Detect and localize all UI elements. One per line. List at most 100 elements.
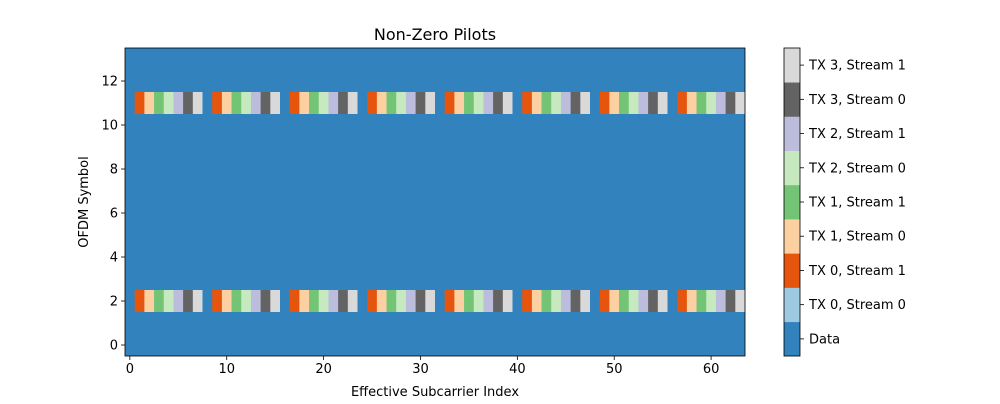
heatmap-cell: [638, 290, 649, 312]
heatmap-cell: [696, 290, 707, 312]
x-tick-label: 0: [126, 362, 134, 377]
y-tick-label: 4: [110, 251, 118, 266]
heatmap-cell: [522, 92, 533, 114]
heatmap-cell: [619, 92, 630, 114]
heatmap-cell: [212, 92, 223, 114]
heatmap-cell: [677, 290, 688, 312]
y-axis-label: OFDM Symbol: [77, 156, 92, 248]
heatmap-cell: [512, 290, 523, 312]
heatmap-cell: [309, 92, 320, 114]
heatmap-cell: [221, 92, 232, 114]
x-axis: 0 10 20 30 40 50 60: [126, 356, 720, 377]
heatmap-cell: [280, 92, 290, 114]
heatmap-cell: [260, 92, 271, 114]
colorbar-tick-label: Data: [809, 332, 840, 347]
heatmap-cell: [425, 92, 436, 114]
heatmap-cell: [192, 92, 203, 114]
colorbar-tick-label: TX 2, Stream 1: [808, 127, 906, 142]
heatmap-cell: [599, 92, 610, 114]
plot-frame: [124, 47, 746, 357]
heatmap-cell: [376, 290, 387, 312]
heatmap-cell: [154, 290, 165, 312]
heatmap-cell: [318, 92, 329, 114]
heatmap-cell: [202, 92, 213, 114]
heatmap-cell: [405, 290, 416, 312]
heatmap-cell: [619, 290, 630, 312]
heatmap-cells: [125, 48, 746, 356]
heatmap-cell: [163, 92, 174, 114]
heatmap-cell: [638, 92, 649, 114]
colorbar-tick-label: TX 1, Stream 1: [808, 196, 906, 211]
heatmap-cell: [183, 290, 194, 312]
heatmap-cell: [502, 290, 513, 312]
heatmap-cell: [144, 290, 155, 312]
heatmap-cell: [444, 290, 455, 312]
heatmap-cell: [541, 92, 552, 114]
heatmap-cell: [560, 92, 571, 114]
heatmap-cell: [531, 290, 542, 312]
heatmap-cell: [628, 92, 639, 114]
heatmap-cell: [183, 92, 194, 114]
heatmap-cell: [609, 290, 620, 312]
heatmap-cell: [338, 290, 349, 312]
heatmap-cell: [648, 290, 659, 312]
heatmap-cell: [231, 92, 242, 114]
heatmap-cell: [570, 92, 581, 114]
colorbar-tick-label: TX 2, Stream 0: [808, 161, 906, 176]
heatmap-cell: [590, 290, 600, 312]
y-tick-label: 2: [110, 295, 118, 310]
heatmap-cell: [502, 92, 513, 114]
x-tick-label: 60: [703, 362, 720, 377]
heatmap-cell: [454, 290, 465, 312]
heatmap-cell: [357, 290, 368, 312]
heatmap-cell: [464, 290, 475, 312]
heatmap-cell: [134, 92, 145, 114]
colorbar-swatch: [784, 321, 800, 357]
heatmap-cell: [250, 290, 261, 312]
y-tick-label: 6: [110, 207, 118, 222]
x-tick-label: 50: [606, 362, 623, 377]
heatmap-cell: [289, 92, 300, 114]
heatmap-cell: [435, 290, 445, 312]
heatmap-cell: [444, 92, 455, 114]
heatmap-cell: [425, 290, 436, 312]
x-tick-label: 40: [509, 362, 526, 377]
heatmap-cell: [570, 290, 581, 312]
heatmap-cell: [125, 290, 135, 312]
heatmap-cell: [338, 92, 349, 114]
colorbar-swatch: [784, 116, 800, 151]
heatmap-cell: [590, 92, 600, 114]
heatmap-cell: [173, 92, 184, 114]
heatmap-cell: [221, 290, 232, 312]
heatmap-cell: [396, 290, 407, 312]
colorbar-swatch: [784, 219, 800, 254]
colorbar-tick-label: TX 0, Stream 0: [808, 298, 906, 313]
y-tick-label: 10: [101, 119, 118, 134]
heatmap-cell: [657, 290, 668, 312]
heatmap-cell: [580, 92, 591, 114]
colorbar-tick-label: TX 3, Stream 0: [808, 93, 906, 108]
heatmap-cell: [231, 290, 242, 312]
heatmap-cell: [415, 290, 426, 312]
x-tick-label: 30: [412, 362, 429, 377]
heatmap-cell: [367, 92, 378, 114]
x-axis-label: Effective Subcarrier Index: [351, 385, 519, 400]
heatmap-cell: [386, 290, 397, 312]
heatmap-cell: [250, 92, 261, 114]
colorbar-swatch: [784, 48, 800, 83]
heatmap-cell: [280, 290, 290, 312]
heatmap-cell: [522, 290, 533, 312]
heatmap-cell: [686, 92, 697, 114]
heatmap-cell: [260, 290, 271, 312]
heatmap-cell: [357, 92, 368, 114]
heatmap-cell: [405, 92, 416, 114]
heatmap-cell: [599, 290, 610, 312]
heatmap-cell: [609, 92, 620, 114]
heatmap-cell: [473, 92, 484, 114]
heatmap-cell: [328, 92, 339, 114]
heatmap-cell: [328, 290, 339, 312]
heatmap-cell: [270, 92, 281, 114]
heatmap-cell: [376, 92, 387, 114]
y-tick-label: 8: [110, 163, 118, 178]
heatmap-cell: [241, 290, 252, 312]
